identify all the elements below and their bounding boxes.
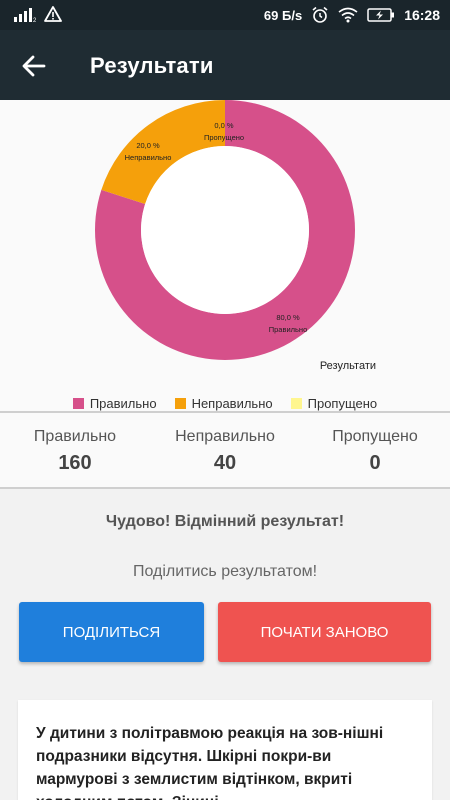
legend-label: Правильно	[89, 396, 157, 411]
stat-label: Неправильно	[175, 428, 275, 445]
legend-swatch	[72, 398, 84, 409]
stat-skipped: Пропущено 0	[300, 413, 450, 487]
question-text: У дитини з політравмою реакція на зов-ні…	[36, 725, 384, 800]
share-button[interactable]: ПОДІЛИТЬСЯ	[19, 602, 204, 662]
divider	[0, 411, 450, 413]
results-chart: 80,0 % Правильно 20,0 % Неправильно 0,0 % Про…	[0, 100, 450, 412]
legend-item-incorrect: Неправильно	[174, 396, 273, 411]
wifi-icon	[338, 7, 358, 23]
stat-label: Правильно	[33, 428, 117, 445]
slice-value-label: 20,0 %	[136, 141, 160, 150]
slice-0	[94, 100, 356, 360]
slice-name-label: Правильно	[269, 325, 308, 334]
status-bar: 2 69 Б/s 16:28	[0, 0, 450, 30]
stats-row: Правильно 160 Неправильно 40 Пропущено 0	[0, 413, 450, 487]
battery-charging-icon	[367, 8, 395, 22]
stat-incorrect: Неправильно 40	[150, 413, 300, 487]
slice-name-label: Пропущено	[204, 133, 244, 142]
legend-label: Неправильно	[191, 396, 273, 411]
legend-swatch	[174, 398, 186, 409]
stat-correct: Правильно 160	[0, 413, 150, 487]
legend-item-correct: Правильно	[72, 396, 157, 411]
legend-label: Пропущено	[307, 396, 378, 411]
share-prompt: Поділитись результатом!	[132, 563, 318, 580]
chart-legend: Правильно Неправильно Пропущено	[0, 396, 450, 411]
slice-value-label: 80,0 %	[276, 313, 300, 322]
app-bar: Результати	[0, 30, 450, 100]
donut-chart: 80,0 % Правильно 20,0 % Неправильно 0,0 % Про…	[94, 100, 376, 372]
chart-description: Результати	[320, 360, 376, 372]
clock: 16:28	[404, 7, 440, 23]
stat-value: 0	[369, 452, 381, 474]
question-card: У дитини з політравмою реакція на зов-ні…	[18, 700, 432, 800]
slice-name-label: Неправильно	[125, 153, 172, 162]
divider	[0, 487, 450, 489]
stat-value: 160	[58, 452, 92, 474]
stat-label: Пропущено	[332, 428, 418, 445]
legend-item-skipped: Пропущено	[290, 396, 378, 411]
verdict-text: Чудово! Відмінний результат!	[105, 513, 345, 530]
signal-icon: 2	[14, 8, 36, 22]
stat-value: 40	[213, 452, 237, 474]
donut-hole	[141, 146, 309, 314]
svg-text:2: 2	[33, 18, 36, 22]
legend-swatch	[290, 398, 302, 409]
network-speed: 69 Б/s	[263, 7, 303, 23]
slice-1	[101, 100, 225, 205]
warning-icon	[44, 6, 62, 22]
alarm-icon	[312, 6, 328, 23]
arrow-left-icon[interactable]	[20, 52, 48, 80]
slice-value-label: 0,0 %	[214, 121, 234, 130]
page-title: Результати	[90, 53, 214, 78]
restart-button[interactable]: ПОЧАТИ ЗАНОВО	[218, 602, 431, 662]
